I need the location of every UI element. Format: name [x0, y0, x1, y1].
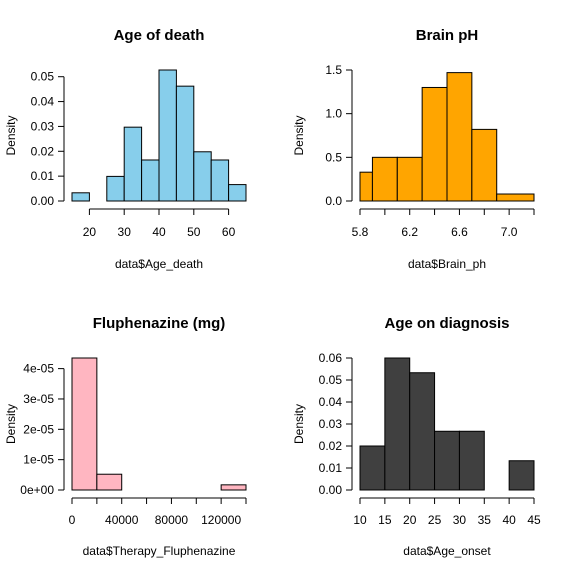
histogram-bar	[396, 156, 423, 202]
chart-title: Age on diagnosis	[384, 315, 509, 332]
y-tick-label: 1.0	[325, 107, 342, 121]
y-tick-label: 0.05	[319, 373, 343, 387]
y-tick-label: 0.06	[319, 351, 343, 365]
y-tick-label: 0.01	[31, 169, 55, 183]
histogram-bar	[359, 445, 386, 491]
x-axis-label: data$Age_death	[115, 257, 203, 271]
histogram-bar	[158, 69, 177, 202]
x-tick-label: 20	[83, 225, 97, 239]
histogram-bar	[96, 473, 123, 491]
y-tick-label: 0.02	[31, 144, 55, 158]
x-tick-label: 15	[378, 513, 392, 527]
histogram-bar	[228, 184, 247, 202]
x-tick-label: 60	[222, 225, 236, 239]
histogram-bar	[496, 193, 535, 202]
x-tick-label: 6.2	[401, 225, 418, 239]
x-tick-label: 40	[502, 513, 516, 527]
y-tick-label: 0.05	[31, 70, 55, 84]
chart-panel-1: Brain pH 5.8 6.2 6.6 7.0 0.0 0.5 1.0 1.5 data$Bra…	[292, 27, 535, 271]
y-axis-label: Density	[4, 404, 18, 444]
y-tick-label: 0.00	[319, 483, 343, 497]
x-tick-label: 45	[527, 513, 541, 527]
histogram-bar	[371, 156, 398, 202]
chart-title: Fluphenazine (mg)	[93, 315, 226, 332]
x-tick-label: 80000	[155, 513, 189, 527]
y-tick-label: 0.02	[319, 439, 343, 453]
histogram-bar	[123, 126, 143, 202]
y-tick-label: 0.04	[319, 395, 343, 409]
x-tick-label: 35	[478, 513, 492, 527]
histogram-bar	[193, 151, 212, 202]
y-tick-label: 0.00	[31, 194, 55, 208]
histogram-bar	[471, 128, 498, 202]
histogram-bar	[446, 72, 473, 202]
x-tick-label: 5.8	[352, 225, 369, 239]
histogram-bar	[210, 159, 230, 202]
x-axis-label: data$Therapy_Fluphenazine	[83, 544, 236, 558]
histogram-bar	[458, 430, 485, 491]
x-tick-label: 25	[428, 513, 442, 527]
y-axis-label: Density	[292, 115, 306, 155]
y-tick-label: 4e-05	[23, 362, 54, 376]
x-tick-label: 120000	[201, 513, 241, 527]
x-axis-label: data$Age_onset	[403, 544, 491, 558]
y-axis-label: Density	[292, 404, 306, 444]
x-tick-label: 6.6	[451, 225, 468, 239]
y-tick-label: 0e+00	[20, 483, 54, 497]
histogram-bar	[71, 192, 90, 202]
x-tick-label: 20	[403, 513, 417, 527]
y-axis-label: Density	[4, 115, 18, 155]
y-tick-label: 0.03	[319, 417, 343, 431]
histogram-bar	[175, 85, 195, 202]
x-tick-label: 50	[187, 225, 201, 239]
chart-title: Age of death	[114, 27, 205, 44]
histogram-bar	[384, 357, 411, 491]
histogram-bar	[220, 484, 247, 491]
histogram-bar	[421, 86, 448, 202]
y-tick-label: 0.0	[325, 194, 342, 208]
chart-title: Brain pH	[416, 27, 479, 44]
histogram-bar	[434, 430, 460, 491]
chart-panel-3: Age on diagnosis 10 15 20 25 30 35 40 45 0.00 0.01…	[292, 315, 541, 558]
x-tick-label: 10	[353, 513, 367, 527]
y-tick-label: 3e-05	[23, 392, 54, 406]
histogram-bar	[508, 460, 535, 491]
x-tick-label: 7.0	[501, 225, 518, 239]
x-axis-label: data$Brain_ph	[408, 257, 486, 271]
y-tick-label: 2e-05	[23, 422, 54, 436]
histogram-bar	[106, 175, 125, 202]
y-tick-label: 0.5	[325, 150, 342, 164]
x-tick-label: 40000	[105, 513, 139, 527]
x-tick-label: 30	[453, 513, 467, 527]
x-tick-label: 0	[69, 513, 76, 527]
y-tick-label: 1e-05	[23, 453, 54, 467]
x-tick-label: 30	[118, 225, 132, 239]
chart-panel-0: Age of death 20 30 40 50 60 0.00 0.01 0.02 0.03 0.…	[4, 27, 247, 271]
y-tick-label: 1.5	[325, 63, 342, 77]
histogram-bar	[409, 372, 436, 491]
y-tick-label: 0.04	[31, 95, 55, 109]
histogram-bar	[71, 357, 98, 491]
chart-panel-2: Fluphenazine (mg) 0 40000 80000 120000 0e+00 1…	[4, 315, 247, 558]
histogram-bar	[141, 159, 160, 202]
x-tick-label: 40	[152, 225, 166, 239]
y-tick-label: 0.01	[319, 461, 343, 475]
y-tick-label: 0.03	[31, 119, 55, 133]
histogram-bar	[359, 171, 373, 202]
